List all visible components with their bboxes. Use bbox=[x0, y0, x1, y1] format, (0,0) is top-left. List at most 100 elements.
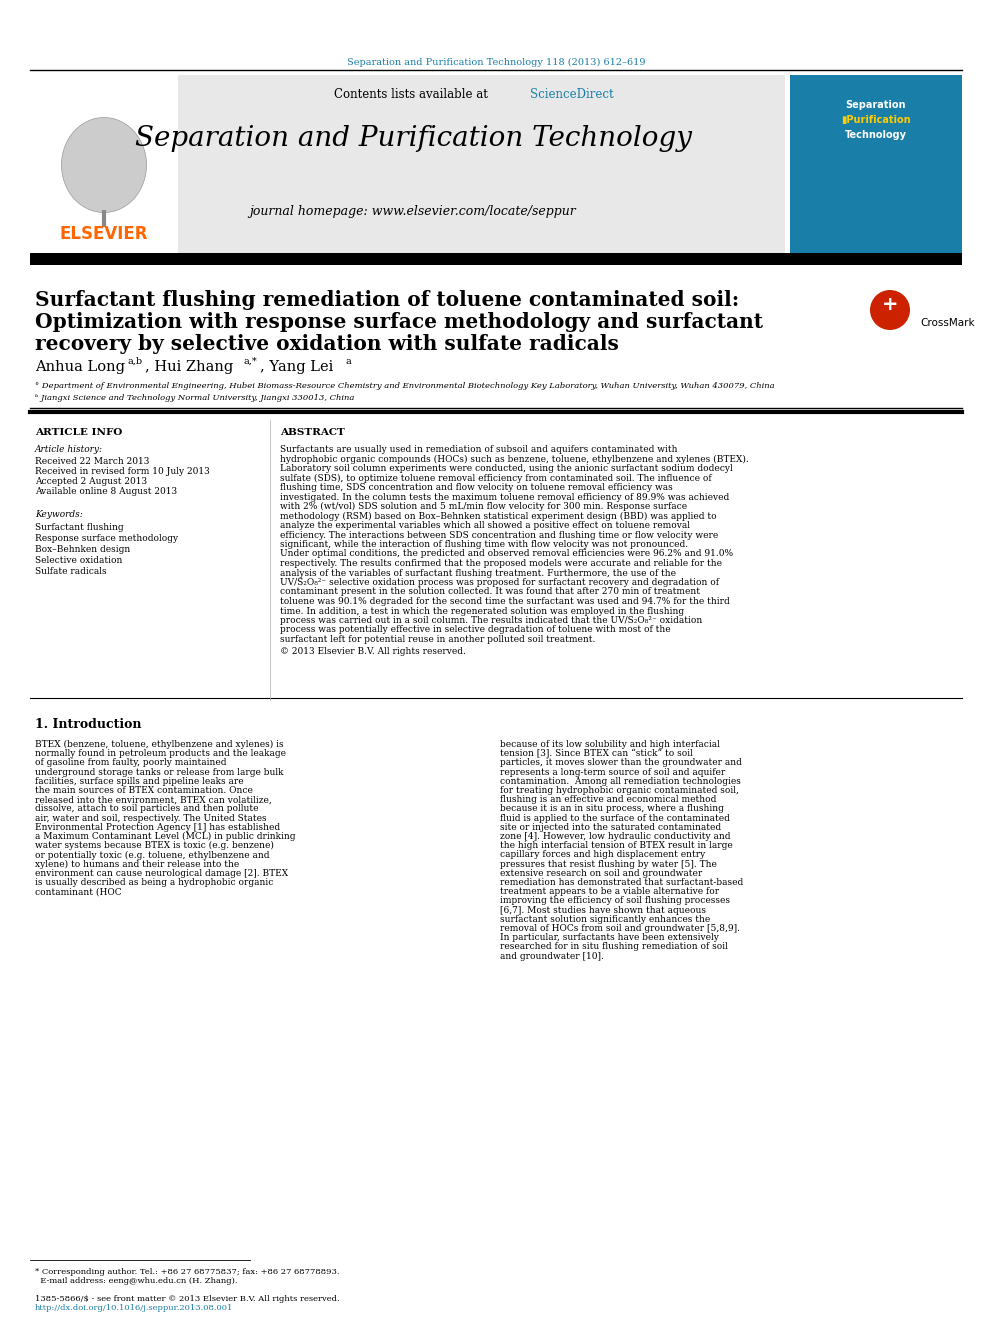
Text: CrossMark: CrossMark bbox=[920, 318, 974, 328]
Text: ABSTRACT: ABSTRACT bbox=[280, 429, 345, 437]
Text: Article history:: Article history: bbox=[35, 445, 103, 454]
Bar bbox=[790, 75, 962, 255]
Text: ARTICLE INFO: ARTICLE INFO bbox=[35, 429, 122, 437]
Text: particles, it moves slower than the groundwater and: particles, it moves slower than the grou… bbox=[500, 758, 742, 767]
Text: capillary forces and high displacement entry: capillary forces and high displacement e… bbox=[500, 851, 705, 860]
Text: environment can cause neurological damage [2]. BTEX: environment can cause neurological damag… bbox=[35, 869, 288, 877]
Text: Accepted 2 August 2013: Accepted 2 August 2013 bbox=[35, 478, 147, 486]
Text: analyze the experimental variables which all showed a positive effect on toluene: analyze the experimental variables which… bbox=[280, 521, 690, 531]
Text: improving the efficiency of soil flushing processes: improving the efficiency of soil flushin… bbox=[500, 897, 730, 905]
Text: sulfate (SDS), to optimize toluene removal efficiency from contaminated soil. Th: sulfate (SDS), to optimize toluene remov… bbox=[280, 474, 711, 483]
Text: of gasoline from faulty, poorly maintained: of gasoline from faulty, poorly maintain… bbox=[35, 758, 226, 767]
Text: Separation and Purification Technology 118 (2013) 612–619: Separation and Purification Technology 1… bbox=[347, 58, 645, 67]
Text: zone [4]. However, low hydraulic conductivity and: zone [4]. However, low hydraulic conduct… bbox=[500, 832, 730, 841]
Text: because of its low solubility and high interfacial: because of its low solubility and high i… bbox=[500, 740, 720, 749]
Text: Box–Behnken design: Box–Behnken design bbox=[35, 545, 130, 554]
Text: * Corresponding author. Tel.: +86 27 68775837; fax: +86 27 68778893.: * Corresponding author. Tel.: +86 27 687… bbox=[35, 1267, 339, 1275]
Text: Sulfate radicals: Sulfate radicals bbox=[35, 568, 106, 576]
Text: xylene) to humans and their release into the: xylene) to humans and their release into… bbox=[35, 860, 239, 869]
Bar bbox=[30, 75, 785, 255]
Text: fluid is applied to the surface of the contaminated: fluid is applied to the surface of the c… bbox=[500, 814, 730, 823]
Text: Environmental Protection Agency [1] has established: Environmental Protection Agency [1] has … bbox=[35, 823, 280, 832]
Text: recovery by selective oxidation with sulfate radicals: recovery by selective oxidation with sul… bbox=[35, 333, 619, 355]
Text: flushing time, SDS concentration and flow velocity on toluene removal efficiency: flushing time, SDS concentration and flo… bbox=[280, 483, 673, 492]
Text: facilities, surface spills and pipeline leaks are: facilities, surface spills and pipeline … bbox=[35, 777, 244, 786]
Text: E-mail address: eeng@whu.edu.cn (H. Zhang).: E-mail address: eeng@whu.edu.cn (H. Zhan… bbox=[35, 1277, 237, 1285]
Text: dissolve, attach to soil particles and then pollute: dissolve, attach to soil particles and t… bbox=[35, 804, 259, 814]
Text: Keywords:: Keywords: bbox=[35, 509, 82, 519]
Text: or potentially toxic (e.g. toluene, ethylbenzene and: or potentially toxic (e.g. toluene, ethy… bbox=[35, 851, 270, 860]
Text: a Maximum Contaminant Level (MCL) in public drinking: a Maximum Contaminant Level (MCL) in pub… bbox=[35, 832, 296, 841]
Text: pressures that resist flushing by water [5]. The: pressures that resist flushing by water … bbox=[500, 860, 717, 869]
Text: researched for in situ flushing remediation of soil: researched for in situ flushing remediat… bbox=[500, 942, 728, 951]
Text: journal homepage: www.elsevier.com/locate/seppur: journal homepage: www.elsevier.com/locat… bbox=[250, 205, 576, 218]
Text: Surfactant flushing: Surfactant flushing bbox=[35, 523, 124, 532]
Text: site or injected into the saturated contaminated: site or injected into the saturated cont… bbox=[500, 823, 721, 832]
Text: a: a bbox=[345, 357, 351, 366]
Text: process was potentially effective in selective degradation of toluene with most : process was potentially effective in sel… bbox=[280, 626, 671, 635]
Text: 1385-5866/$ - see front matter © 2013 Elsevier B.V. All rights reserved.: 1385-5866/$ - see front matter © 2013 El… bbox=[35, 1295, 339, 1303]
Text: normally found in petroleum products and the leakage: normally found in petroleum products and… bbox=[35, 749, 286, 758]
Text: ▮Purification: ▮Purification bbox=[841, 115, 911, 124]
Bar bbox=[30, 75, 178, 255]
Text: Surfactants are usually used in remediation of subsoil and aquifers contaminated: Surfactants are usually used in remediat… bbox=[280, 445, 678, 454]
Text: Available online 8 August 2013: Available online 8 August 2013 bbox=[35, 487, 178, 496]
Text: Selective oxidation: Selective oxidation bbox=[35, 556, 122, 565]
Text: ° Department of Environmental Engineering, Hubei Biomass-Resource Chemistry and : ° Department of Environmental Engineerin… bbox=[35, 382, 775, 390]
Text: , Yang Lei: , Yang Lei bbox=[260, 360, 333, 374]
Text: efficiency. The interactions between SDS concentration and flushing time or flow: efficiency. The interactions between SDS… bbox=[280, 531, 718, 540]
Text: underground storage tanks or release from large bulk: underground storage tanks or release fro… bbox=[35, 767, 284, 777]
Text: extensive research on soil and groundwater: extensive research on soil and groundwat… bbox=[500, 869, 702, 877]
Text: http://dx.doi.org/10.1016/j.seppur.2013.08.001: http://dx.doi.org/10.1016/j.seppur.2013.… bbox=[35, 1304, 233, 1312]
Text: BTEX (benzene, toluene, ethylbenzene and xylenes) is: BTEX (benzene, toluene, ethylbenzene and… bbox=[35, 740, 284, 749]
Text: process was carried out in a soil column. The results indicated that the UV/S₂O₈: process was carried out in a soil column… bbox=[280, 617, 702, 624]
Text: for treating hydrophobic organic contaminated soil,: for treating hydrophobic organic contami… bbox=[500, 786, 739, 795]
Text: Optimization with response surface methodology and surfactant: Optimization with response surface metho… bbox=[35, 312, 763, 332]
Text: toluene was 90.1% degraded for the second time the surfactant was used and 94.7%: toluene was 90.1% degraded for the secon… bbox=[280, 597, 730, 606]
Text: analysis of the variables of surfactant flushing treatment. Furthermore, the use: analysis of the variables of surfactant … bbox=[280, 569, 676, 578]
Bar bbox=[30, 253, 962, 265]
Text: © 2013 Elsevier B.V. All rights reserved.: © 2013 Elsevier B.V. All rights reserved… bbox=[280, 647, 466, 655]
Text: Received 22 March 2013: Received 22 March 2013 bbox=[35, 456, 150, 466]
Text: hydrophobic organic compounds (HOCs) such as benzene, toluene, ethylbenzene and : hydrophobic organic compounds (HOCs) suc… bbox=[280, 455, 749, 463]
Text: [6,7]. Most studies have shown that aqueous: [6,7]. Most studies have shown that aque… bbox=[500, 906, 706, 914]
Text: Under optimal conditions, the predicted and observed removal efficiencies were 9: Under optimal conditions, the predicted … bbox=[280, 549, 733, 558]
Text: is usually described as being a hydrophobic organic: is usually described as being a hydropho… bbox=[35, 878, 274, 886]
Text: respectively. The results confirmed that the proposed models were accurate and r: respectively. The results confirmed that… bbox=[280, 560, 722, 568]
Text: Surfactant flushing remediation of toluene contaminated soil:: Surfactant flushing remediation of tolue… bbox=[35, 290, 739, 310]
Text: , Hui Zhang: , Hui Zhang bbox=[145, 360, 233, 374]
Text: with 2% (wt/vol) SDS solution and 5 mL/min flow velocity for 300 min. Response s: with 2% (wt/vol) SDS solution and 5 mL/m… bbox=[280, 501, 687, 511]
Text: removal of HOCs from soil and groundwater [5,8,9].: removal of HOCs from soil and groundwate… bbox=[500, 923, 740, 933]
Text: and groundwater [10].: and groundwater [10]. bbox=[500, 951, 604, 960]
Text: Received in revised form 10 July 2013: Received in revised form 10 July 2013 bbox=[35, 467, 209, 476]
Text: a,*: a,* bbox=[244, 357, 258, 366]
Text: contaminant present in the solution collected. It was found that after 270 min o: contaminant present in the solution coll… bbox=[280, 587, 700, 597]
Text: investigated. In the column tests the maximum toluene removal efficiency of 89.9: investigated. In the column tests the ma… bbox=[280, 492, 729, 501]
Text: the high interfacial tension of BTEX result in large: the high interfacial tension of BTEX res… bbox=[500, 841, 733, 851]
Text: air, water and soil, respectively. The United States: air, water and soil, respectively. The U… bbox=[35, 814, 267, 823]
Text: surfactant solution significantly enhances the: surfactant solution significantly enhanc… bbox=[500, 914, 710, 923]
Text: released into the environment, BTEX can volatilize,: released into the environment, BTEX can … bbox=[35, 795, 272, 804]
Text: +: + bbox=[882, 295, 898, 314]
Text: methodology (RSM) based on Box–Behnken statistical experiment design (BBD) was a: methodology (RSM) based on Box–Behnken s… bbox=[280, 512, 716, 521]
Text: Response surface methodology: Response surface methodology bbox=[35, 534, 179, 542]
Text: Laboratory soil column experiments were conducted, using the anionic surfactant : Laboratory soil column experiments were … bbox=[280, 464, 733, 474]
Text: treatment appears to be a viable alternative for: treatment appears to be a viable alterna… bbox=[500, 888, 719, 896]
Text: tension [3]. Since BTEX can “stick” to soil: tension [3]. Since BTEX can “stick” to s… bbox=[500, 749, 692, 758]
Text: remediation has demonstrated that surfactant-based: remediation has demonstrated that surfac… bbox=[500, 878, 743, 886]
Text: Technology: Technology bbox=[845, 130, 907, 140]
Text: ScienceDirect: ScienceDirect bbox=[530, 89, 614, 101]
Text: In particular, surfactants have been extensively: In particular, surfactants have been ext… bbox=[500, 933, 719, 942]
Text: Anhua Long: Anhua Long bbox=[35, 360, 125, 374]
Text: surfactant left for potential reuse in another polluted soil treatment.: surfactant left for potential reuse in a… bbox=[280, 635, 595, 644]
Text: UV/S₂O₈²⁻ selective oxidation process was proposed for surfactant recovery and d: UV/S₂O₈²⁻ selective oxidation process wa… bbox=[280, 578, 719, 587]
Circle shape bbox=[870, 290, 910, 329]
Text: because it is an in situ process, where a flushing: because it is an in situ process, where … bbox=[500, 804, 724, 814]
Text: Separation and Purification Technology: Separation and Purification Technology bbox=[135, 124, 691, 152]
Text: Contents lists available at: Contents lists available at bbox=[334, 89, 492, 101]
Text: Separation: Separation bbox=[846, 101, 907, 110]
Ellipse shape bbox=[62, 118, 147, 213]
Text: significant, while the interaction of flushing time with flow velocity was not p: significant, while the interaction of fl… bbox=[280, 540, 688, 549]
Text: time. In addition, a test in which the regenerated solution was employed in the : time. In addition, a test in which the r… bbox=[280, 606, 684, 615]
Text: flushing is an effective and economical method: flushing is an effective and economical … bbox=[500, 795, 716, 804]
